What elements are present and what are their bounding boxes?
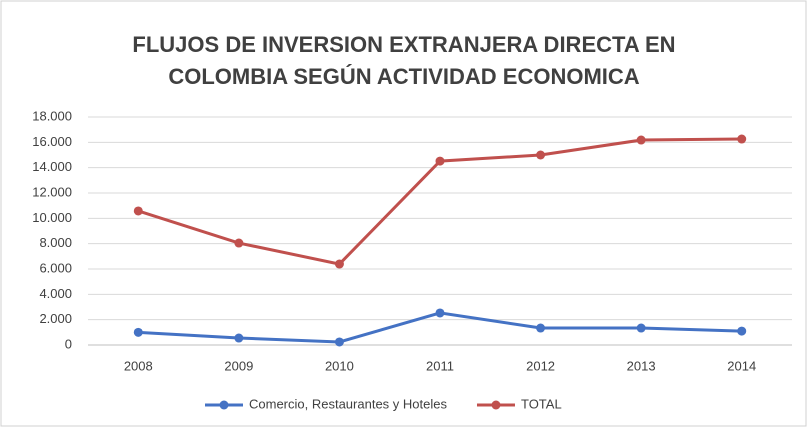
point [737, 134, 747, 144]
point [636, 323, 646, 333]
y-tick-label: 12.000 [32, 184, 72, 199]
legend-marker [219, 400, 229, 410]
y-tick-label: 2.000 [39, 311, 72, 326]
x-tick-label: 2012 [526, 358, 555, 373]
point [536, 323, 546, 333]
legend-label: TOTAL [521, 396, 562, 411]
x-tick-label: 2008 [124, 358, 153, 373]
y-tick-label: 14.000 [32, 159, 72, 174]
chart-title: COLOMBIA SEGÚN ACTIVIDAD ECONOMICA [168, 64, 639, 89]
point [234, 238, 244, 248]
y-tick-label: 10.000 [32, 210, 72, 225]
y-tick-label: 8.000 [39, 235, 72, 250]
y-tick-label: 18.000 [32, 108, 72, 123]
chart-title: FLUJOS DE INVERSION EXTRANJERA DIRECTA E… [132, 32, 675, 57]
x-tick-label: 2013 [627, 358, 656, 373]
y-tick-label: 16.000 [32, 134, 72, 149]
y-tick-label: 0 [65, 336, 72, 351]
x-tick-label: 2014 [727, 358, 756, 373]
point [234, 333, 244, 343]
legend-label: Comercio, Restaurantes y Hoteles [249, 396, 447, 411]
point [133, 327, 143, 337]
point [133, 206, 143, 216]
point [737, 326, 747, 336]
point [435, 156, 445, 166]
x-tick-label: 2009 [224, 358, 253, 373]
legend-marker [491, 400, 501, 410]
point [536, 150, 546, 160]
y-tick-label: 4.000 [39, 286, 72, 301]
x-tick-label: 2011 [426, 358, 454, 373]
point [334, 259, 344, 269]
x-tick-label: 2010 [325, 358, 354, 373]
y-tick-label: 6.000 [39, 260, 72, 275]
point [435, 308, 445, 318]
point [636, 135, 646, 145]
point [334, 337, 344, 347]
